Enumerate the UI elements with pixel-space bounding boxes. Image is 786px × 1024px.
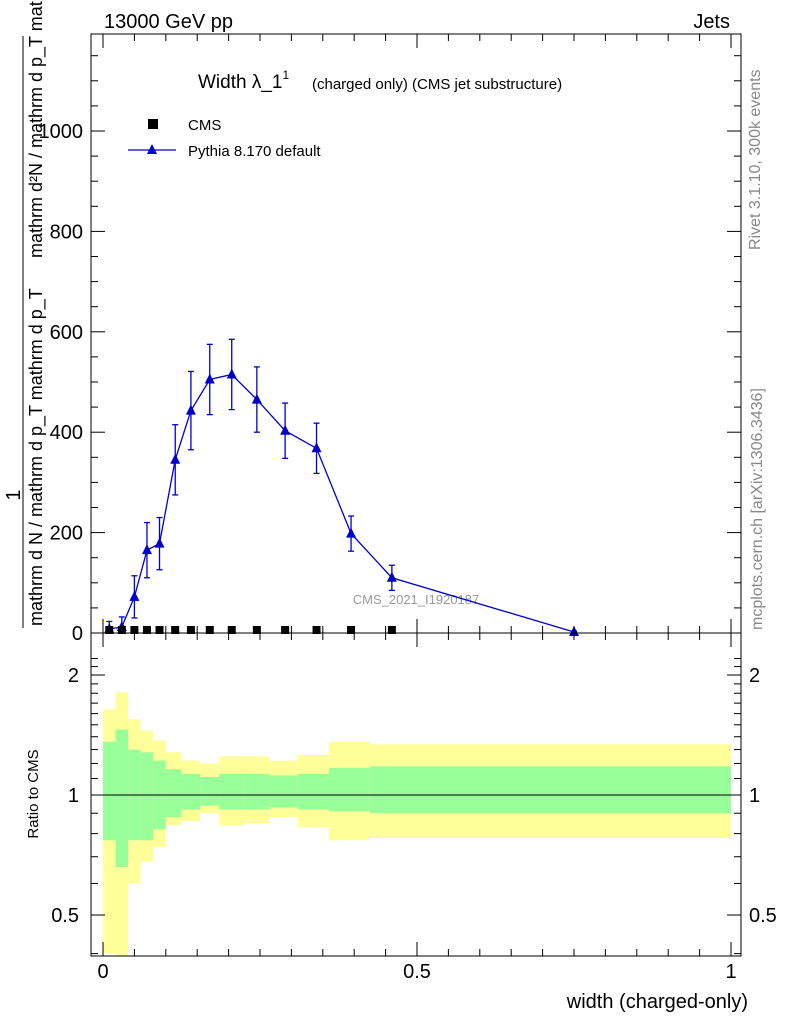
ratio-inner-band <box>103 741 116 841</box>
cms-point <box>142 625 151 634</box>
y-tick-label: 800 <box>50 221 83 243</box>
mc-point <box>204 373 215 384</box>
ratio-frame <box>90 632 742 957</box>
y-tick-label: 200 <box>50 523 83 545</box>
ratio-inner-band <box>269 775 298 808</box>
title-superscript: 1 <box>282 68 289 82</box>
mc-point <box>226 368 237 379</box>
mcplots-label: mcplots.cern.ch [arXiv:1306.3436] <box>749 388 766 630</box>
mc-series-line <box>109 373 575 633</box>
legend-cms-label: CMS <box>188 117 221 134</box>
mc-point <box>154 537 165 548</box>
cms-point <box>105 625 114 634</box>
ratio-y-tick-label-right: 2 <box>749 665 760 687</box>
legend-cms-marker <box>148 119 158 129</box>
ratio-inner-band <box>297 773 330 810</box>
main-data-marks <box>104 338 579 636</box>
cms-point <box>252 625 261 634</box>
y-tick-label: 600 <box>50 322 83 344</box>
cms-point <box>117 625 126 634</box>
rivet-label: Rivet 3.1.10, 300k events <box>747 69 764 250</box>
x-tick-label: 0 <box>97 961 108 983</box>
ratio-inner-band <box>329 767 370 812</box>
ratio-inner-band <box>115 729 129 867</box>
main-title: Width λ_11 <box>198 68 289 93</box>
mc-point <box>129 590 140 601</box>
legend: CMS Pythia 8.170 default <box>128 117 321 160</box>
cms-point <box>227 625 236 634</box>
legend-mc-label: Pythia 8.170 default <box>188 143 321 160</box>
ratio-inner-band <box>165 769 182 818</box>
ratio-inner-band <box>200 776 220 806</box>
ylabel-right: mathrm d²N / mathrm d p_T mathrm d lambd… <box>26 0 47 258</box>
x-axis-label: width (charged-only) <box>566 991 748 1013</box>
y-tick-label: 1000 <box>39 121 84 143</box>
mc-point <box>386 571 397 582</box>
mc-point <box>170 453 181 464</box>
main-axes: 0 200 400 600 800 1000 <box>39 34 741 645</box>
cms-point <box>312 625 321 634</box>
mc-point <box>311 442 322 453</box>
ratio-inner-band <box>219 773 245 810</box>
cms-point <box>281 625 290 634</box>
mc-point <box>185 404 196 415</box>
ratio-y-tick-label-right: 1 <box>749 785 760 807</box>
ratio-y-tick-label: 2 <box>68 665 79 687</box>
mc-point <box>141 544 152 555</box>
y-tick-label: 0 <box>72 623 83 645</box>
cms-point <box>171 625 180 634</box>
y-tick-label: 400 <box>50 422 83 444</box>
cms-point <box>347 625 356 634</box>
ratio-y-tick-label: 0.5 <box>51 905 79 927</box>
ratio-y-tick-label: 1 <box>68 785 79 807</box>
main-panel: CMS_2021_I1920187 0 200 400 600 800 1000 Widt… <box>3 0 742 645</box>
ratio-inner-band <box>369 766 731 814</box>
ratio-ylabel: Ratio to CMS <box>25 749 42 838</box>
cms-point <box>155 625 164 634</box>
ratio-inner-band <box>181 773 201 810</box>
mc-point <box>251 393 262 404</box>
cms-point <box>186 625 195 634</box>
x-tick-label: 0.5 <box>403 961 431 983</box>
mc-point <box>280 424 291 435</box>
x-tick-label: 1 <box>725 961 736 983</box>
cms-point <box>387 625 396 634</box>
ratio-panel: 0.5 0.5 1 1 2 2 0 0.5 1 Ratio to CMS width (char… <box>25 632 777 1013</box>
ratio-bands <box>103 692 731 956</box>
ylabel-denominator: mathrm d N / mathrm d p_T mathrm d p_T <box>26 288 47 626</box>
ratio-inner-band <box>140 752 154 841</box>
analysis-watermark: CMS_2021_I1920187 <box>353 592 480 607</box>
ylabel-numerator: 1 <box>3 489 25 500</box>
ratio-axes: 0.5 0.5 1 1 2 2 0 0.5 1 <box>51 633 777 983</box>
process-label: Jets <box>693 11 730 33</box>
legend-mc-marker <box>147 144 157 154</box>
mc-point <box>346 527 357 538</box>
energy-label: 13000 GeV pp <box>104 11 233 33</box>
title-rest: (charged only) (CMS jet substructure) <box>312 76 562 93</box>
ratio-inner-band <box>244 773 270 810</box>
title-main: Width λ_1 <box>198 72 282 93</box>
ratio-y-tick-label-right: 0.5 <box>749 905 777 927</box>
cms-point <box>205 625 214 634</box>
